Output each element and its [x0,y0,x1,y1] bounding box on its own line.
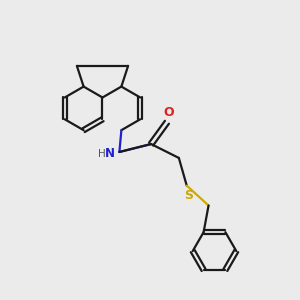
Text: N: N [104,148,115,160]
Text: S: S [184,189,193,202]
Text: O: O [164,106,174,119]
Text: H: H [98,149,105,159]
